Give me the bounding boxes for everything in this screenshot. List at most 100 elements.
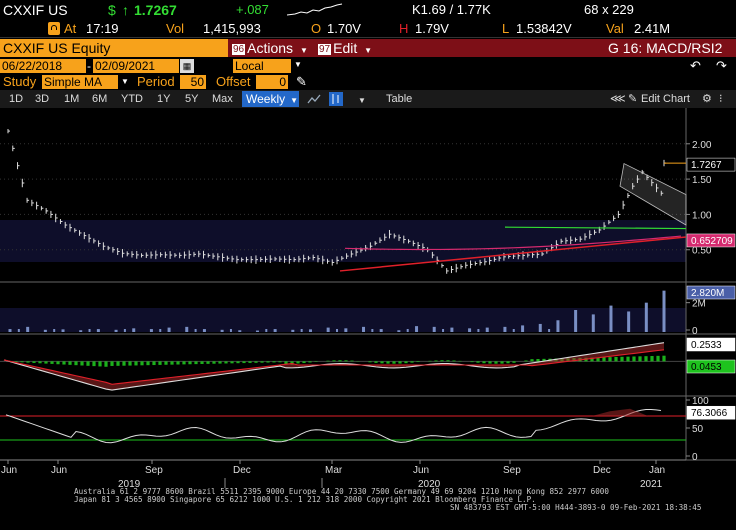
security-name[interactable]: CXXIF US Equity xyxy=(0,40,228,57)
macd-line xyxy=(3,342,665,391)
offset-field[interactable]: 0 xyxy=(256,75,288,89)
calendar-icon[interactable]: ▦ xyxy=(180,59,194,73)
macd-histogram-bar xyxy=(26,361,30,363)
price-axis-label: 0.50 xyxy=(692,246,712,257)
volume-bar xyxy=(291,329,295,332)
edit-chart-pencil-icon[interactable]: ✎ xyxy=(628,93,638,105)
macd-histogram-bar xyxy=(266,361,270,363)
frequency-select[interactable]: Weekly ▼ xyxy=(242,91,299,107)
price-badge-box xyxy=(686,157,736,172)
val-label: Val xyxy=(606,21,624,36)
macd-histogram-bar xyxy=(254,361,258,363)
more-options-icon[interactable]: ⁝ xyxy=(719,93,723,105)
market-status-icon xyxy=(48,22,60,35)
volume-bar xyxy=(450,327,454,332)
macd-histogram-bar xyxy=(140,361,144,366)
macd-histogram-bar xyxy=(404,361,408,364)
macd-histogram-bar xyxy=(224,361,228,364)
x-axis-month-label: Mar xyxy=(325,465,343,476)
support-trend-line xyxy=(339,236,687,272)
vol-label: Vol xyxy=(166,21,185,36)
sparkline-icon xyxy=(287,3,343,16)
period-1d[interactable]: 1D xyxy=(9,93,24,105)
ticker: CXXIF US xyxy=(3,2,68,18)
volume-bar xyxy=(132,328,136,332)
value-traded: 2.41M xyxy=(634,21,671,36)
start-date-field[interactable]: 06/22/2018 xyxy=(0,59,86,73)
period-ytd[interactable]: YTD xyxy=(121,93,143,105)
actions-menu[interactable]: 96 Actions ▼ xyxy=(232,41,308,55)
rsi-overbought-fill xyxy=(592,408,648,416)
period-label: Period xyxy=(137,74,175,89)
period-1y[interactable]: 1Y xyxy=(157,93,171,105)
bar-chart-icon[interactable] xyxy=(329,92,343,106)
macd-histogram-bar xyxy=(134,361,138,366)
rsi-badge-box xyxy=(686,405,736,420)
volume-band xyxy=(0,308,686,332)
x-axis-month-label: Sep xyxy=(503,465,521,476)
currency-field[interactable]: Local CCY xyxy=(233,59,291,87)
redo-icon[interactable]: ↷ xyxy=(716,58,727,73)
macd-histogram-bar xyxy=(44,361,48,364)
date-range-row: 06/22/2018 - 02/09/2021 ▦ Local CCY ▼ ↶ … xyxy=(0,57,736,87)
macd-histogram-bar xyxy=(398,361,402,364)
period-field[interactable]: 50 xyxy=(180,75,206,89)
end-date-field[interactable]: 02/09/2021 xyxy=(93,59,179,73)
study-select[interactable]: Simple MA xyxy=(42,75,118,89)
macd-badge: 0.2533 xyxy=(691,340,722,351)
macd-histogram-bar xyxy=(146,361,150,366)
settings-icon[interactable]: ⚙ xyxy=(702,93,712,105)
price-chart[interactable]: 2.00 1.50 1.00 0.50 2M 0 100 50 0 1.7267 0.652709… xyxy=(0,108,736,530)
volume-bar xyxy=(362,326,366,332)
macd-histogram-bar xyxy=(392,361,396,364)
macd-histogram-bar xyxy=(500,361,504,364)
rsi-line xyxy=(5,408,662,444)
edit-dropdown-icon: ▼ xyxy=(364,46,373,55)
period-5y[interactable]: 5Y xyxy=(185,93,199,105)
period-1m[interactable]: 1M xyxy=(64,93,80,105)
footer-line-1: Australia 61 2 9777 8600 Brazil 5511 239… xyxy=(74,487,609,496)
macd-histogram-bar xyxy=(608,357,612,362)
macd-histogram-bar xyxy=(272,361,276,363)
rsi-axis-label: 0 xyxy=(692,452,698,463)
volume-bar xyxy=(379,329,383,332)
up-arrow-icon: ↑ xyxy=(122,2,129,18)
rsi-axis-label: 50 xyxy=(692,424,704,435)
price-axis-label: 2.00 xyxy=(692,140,712,151)
macd-histogram-bar xyxy=(614,356,618,362)
x-axis-month-label: Jun xyxy=(413,465,429,476)
macd-histogram-bar xyxy=(122,361,126,366)
macd-histogram-bar xyxy=(416,361,420,363)
volume-value: 1,415,993 xyxy=(203,21,261,36)
chart-type-dropdown-icon[interactable]: ▼ xyxy=(358,96,366,105)
x-axis-year-label: 2020 xyxy=(418,479,441,490)
period-3d[interactable]: 3D xyxy=(35,93,50,105)
macd-histogram-bar xyxy=(488,361,492,364)
rsi-badge: 76.3066 xyxy=(691,408,728,419)
pencil-icon[interactable]: ✎ xyxy=(296,74,307,89)
period-max[interactable]: Max xyxy=(212,93,233,105)
volume-bar xyxy=(8,329,12,332)
volume-bar xyxy=(202,329,206,332)
volume-bar xyxy=(114,329,118,332)
macd-histogram-bar xyxy=(332,360,336,362)
volume-bar xyxy=(548,329,551,332)
table-button[interactable]: Table xyxy=(386,93,413,105)
low-label: L xyxy=(502,21,510,36)
volume-bar xyxy=(159,329,162,332)
period-6m[interactable]: 6M xyxy=(92,93,108,105)
high-value: 1.79V xyxy=(415,21,449,36)
line-chart-icon[interactable] xyxy=(307,93,321,105)
macd-histogram-bar xyxy=(218,361,222,364)
edit-menu[interactable]: 97 Edit ▼ xyxy=(318,41,372,55)
macd-histogram-bar xyxy=(506,361,510,364)
collapse-icon[interactable]: ⋘ xyxy=(610,93,626,105)
edit-chart-button[interactable]: Edit Chart xyxy=(641,93,690,105)
actions-number: 96 xyxy=(232,44,246,55)
study-dropdown-icon[interactable]: ▼ xyxy=(121,77,129,86)
volume-bar xyxy=(43,329,47,332)
undo-icon[interactable]: ↶ xyxy=(690,58,701,73)
macd-histogram-bar xyxy=(284,361,288,365)
macd-histogram-bar xyxy=(620,356,624,362)
currency-dropdown-icon[interactable]: ▼ xyxy=(294,60,302,69)
